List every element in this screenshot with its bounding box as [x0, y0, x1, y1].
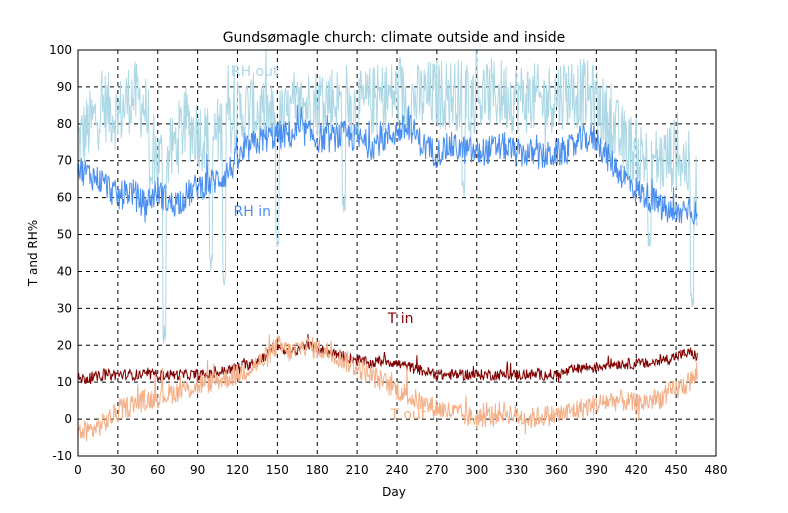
- y-tick-label: 30: [57, 301, 72, 315]
- x-tick-label: 360: [545, 463, 568, 477]
- x-tick-label: 450: [665, 463, 688, 477]
- x-axis-ticks: 0 30 60 90 120 150 180 210 240 270 300 330 360 390 420…: [74, 463, 727, 477]
- series-layer: [77, 49, 698, 442]
- plot-border: [77, 49, 717, 457]
- chart-title: Gundsømagle church: climate outside and …: [223, 30, 566, 46]
- y-tick-label: 20: [57, 338, 72, 352]
- y-tick-label: 10: [57, 375, 72, 389]
- y-tick-label: 0: [64, 412, 72, 426]
- series-label-rh-in: RH in: [234, 204, 271, 220]
- x-tick-label: 390: [585, 463, 608, 477]
- x-tick-label: 330: [505, 463, 528, 477]
- series-labels: RH out RH in T in T out: [231, 64, 427, 423]
- x-axis-title: Day: [382, 485, 406, 499]
- x-tick-label: 150: [266, 463, 289, 477]
- x-tick-label: 30: [110, 463, 125, 477]
- x-tick-label: 180: [306, 463, 329, 477]
- series-label-rh-out: RH out: [231, 64, 279, 80]
- series-line-rh-in: [77, 104, 698, 225]
- x-tick-label: 120: [226, 463, 249, 477]
- y-tick-label: 80: [57, 117, 72, 131]
- series-line-t-in: [77, 333, 698, 385]
- y-tick-label: 60: [57, 191, 72, 205]
- y-tick-label: 50: [57, 228, 72, 242]
- x-tick-label: 60: [150, 463, 165, 477]
- series-line-rh-out: [77, 49, 698, 344]
- y-tick-label: 90: [57, 80, 72, 94]
- y-axis-title: T and RH%: [26, 220, 40, 287]
- y-tick-label: -10: [52, 449, 72, 463]
- x-tick-label: 240: [386, 463, 409, 477]
- y-tick-label: 40: [57, 264, 72, 278]
- series-label-t-in: T in: [387, 311, 414, 327]
- y-tick-label: 70: [57, 154, 72, 168]
- x-tick-label: 270: [425, 463, 448, 477]
- series-line-t-out: [77, 333, 698, 442]
- series-label-t-out: T out: [389, 407, 426, 423]
- x-tick-label: 300: [465, 463, 488, 477]
- x-tick-label: 210: [346, 463, 369, 477]
- x-tick-label: 90: [190, 463, 205, 477]
- y-tick-label: 100: [49, 43, 72, 57]
- x-tick-label: 0: [74, 463, 82, 477]
- x-tick-label: 480: [705, 463, 728, 477]
- x-tick-label: 420: [625, 463, 648, 477]
- y-axis-ticks: -10 0 10 20 30 40 50 60 70 80 90 100: [49, 43, 72, 463]
